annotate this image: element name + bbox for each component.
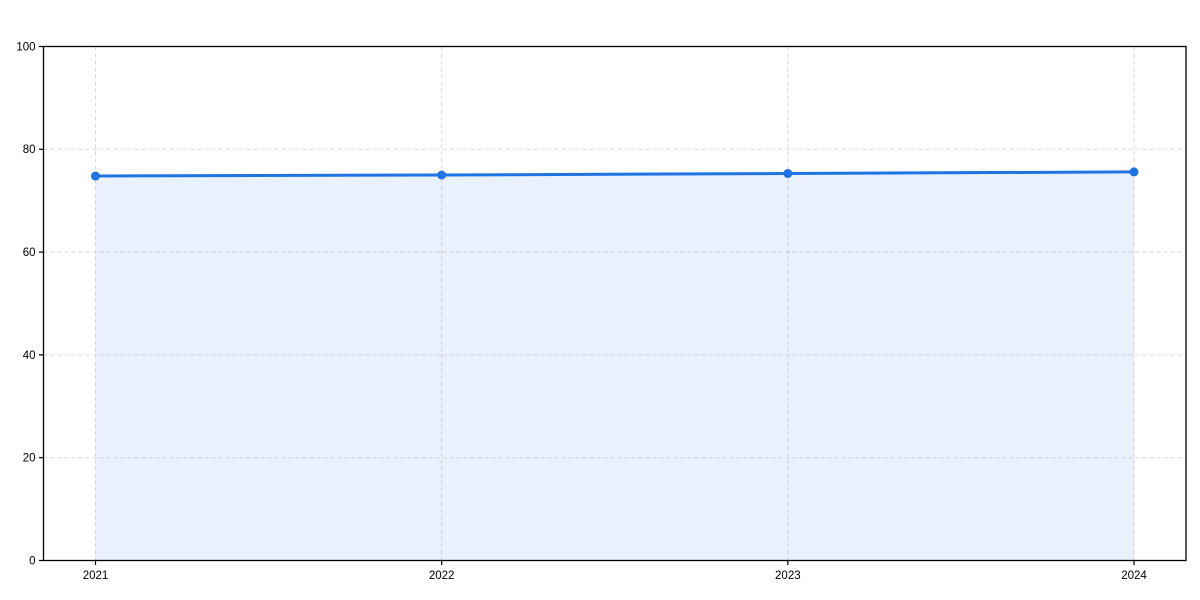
trend-line bbox=[94, 170, 1136, 178]
y-tick-label: 60 bbox=[23, 247, 36, 259]
x-tick-label: 2024 bbox=[1121, 570, 1147, 582]
y-tick-label: 40 bbox=[23, 350, 36, 362]
x-tick-label: 2021 bbox=[83, 570, 109, 582]
y-tick-label: 80 bbox=[23, 144, 36, 156]
x-tick-label: 2023 bbox=[775, 570, 801, 582]
x-tick-label: 2022 bbox=[429, 570, 455, 582]
y-tick-label: 20 bbox=[23, 453, 36, 465]
data-point-2022 bbox=[437, 170, 447, 180]
y-tick-label: 0 bbox=[29, 555, 35, 567]
data-point-2021 bbox=[91, 171, 100, 181]
axes-spines bbox=[42, 45, 1187, 562]
area-fill bbox=[95, 171, 1134, 561]
y-tick-label: 100 bbox=[16, 41, 35, 53]
data-point-2024 bbox=[1129, 167, 1139, 177]
data-point-2023 bbox=[783, 168, 793, 178]
